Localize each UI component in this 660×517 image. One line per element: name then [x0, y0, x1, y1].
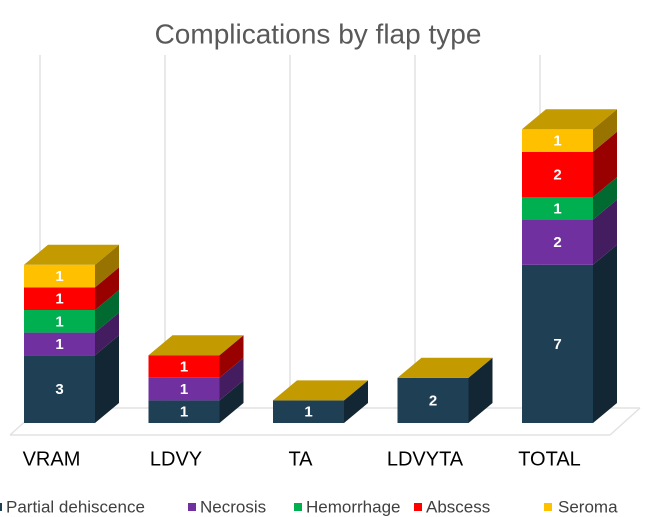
- bar-segment: [24, 244, 119, 288]
- data-label: 7: [553, 336, 561, 353]
- legend-swatch: [188, 503, 196, 511]
- x-tick-label: TOTAL: [518, 448, 581, 470]
- x-tick-label: TA: [288, 448, 313, 470]
- bar-segment: [522, 177, 617, 220]
- legend-swatch: [0, 503, 2, 511]
- legend-label: Abscess: [426, 497, 490, 516]
- x-tick-label: LDVYTA: [387, 448, 464, 470]
- legend-swatch: [544, 503, 552, 511]
- legend-label: Necrosis: [200, 497, 266, 516]
- bar-side: [219, 357, 244, 401]
- bar-front: [522, 197, 593, 220]
- bar-segment: [273, 380, 368, 423]
- bar-side: [593, 109, 617, 152]
- data-label: 2: [429, 392, 437, 409]
- bar-side: [219, 380, 244, 423]
- bar-front: [24, 355, 95, 423]
- x-tick-label: VRAM: [23, 448, 81, 470]
- data-label: 3: [55, 381, 63, 398]
- bar-top: [24, 244, 119, 265]
- bar-segment: [397, 357, 493, 423]
- bar-front: [24, 310, 95, 333]
- data-label: 1: [304, 404, 312, 421]
- bar-front: [24, 264, 95, 288]
- legend-label: Seroma: [558, 497, 618, 516]
- data-label: 1: [55, 336, 63, 353]
- bar-front: [148, 377, 220, 401]
- bar-front: [148, 400, 220, 423]
- chart-title: Complications by flap type: [155, 18, 482, 49]
- bar-side: [593, 131, 617, 197]
- bar-side: [95, 290, 119, 333]
- data-label: 1: [180, 404, 188, 421]
- bar-segment: [522, 131, 617, 197]
- data-label: 1: [55, 268, 63, 285]
- bar-segment: [522, 109, 617, 152]
- bar-front: [522, 264, 593, 423]
- bar-front: [148, 355, 220, 378]
- bar-segment: [24, 312, 119, 356]
- bar-side: [468, 357, 493, 423]
- legend-label: Partial dehiscence: [6, 497, 145, 516]
- bar-side: [344, 380, 368, 423]
- bar-front: [522, 129, 593, 152]
- bar-segment: [148, 380, 244, 423]
- bar-side: [95, 244, 119, 288]
- bar-segment: [522, 199, 617, 265]
- bar-segment: [522, 244, 617, 423]
- bar-front: [522, 219, 593, 265]
- bar-segment: [24, 267, 119, 310]
- data-label: 1: [180, 381, 188, 398]
- legend-swatch: [414, 503, 422, 511]
- bar-top: [148, 335, 244, 356]
- data-label: 1: [55, 313, 63, 330]
- data-label: 1: [553, 200, 561, 217]
- legend-label: Hemorrhage: [306, 497, 401, 516]
- bar-segment: [148, 335, 244, 378]
- bar-side: [95, 312, 119, 356]
- bar-front: [522, 151, 593, 197]
- bar-top: [397, 357, 493, 378]
- legend-swatch: [294, 503, 302, 511]
- data-label: 1: [553, 132, 561, 149]
- bar-side: [95, 267, 119, 310]
- bar-side: [219, 335, 244, 378]
- bar-side: [593, 244, 617, 423]
- data-label: 1: [55, 291, 63, 308]
- data-label: 1: [180, 358, 188, 375]
- bar-front: [24, 287, 95, 310]
- x-tick-label: LDVY: [150, 448, 202, 470]
- bar-side: [593, 199, 617, 265]
- bar-segment: [148, 357, 244, 401]
- bar-side: [95, 335, 119, 423]
- bar-side: [593, 177, 617, 220]
- bar-front: [397, 377, 469, 423]
- data-label: 2: [553, 166, 561, 183]
- bar-front: [273, 400, 344, 423]
- bar-segment: [24, 335, 119, 423]
- bar-top: [273, 380, 368, 401]
- bar-segment: [24, 290, 119, 333]
- bar-front: [24, 332, 95, 356]
- data-label: 2: [553, 234, 561, 251]
- bar-top: [522, 109, 617, 130]
